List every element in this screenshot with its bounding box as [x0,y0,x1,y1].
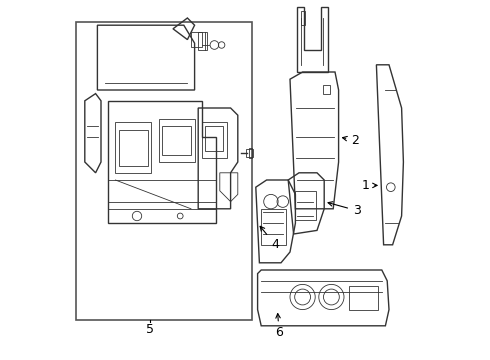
Bar [119,130,148,166]
Text: 2: 2 [343,134,359,147]
Bar [248,148,252,158]
Bar [246,149,253,157]
Text: 1: 1 [361,179,377,192]
Bar [162,126,191,155]
Text: 4: 4 [260,226,279,251]
Bar [261,209,286,245]
Bar [198,32,207,50]
Bar [116,122,151,173]
Bar [202,122,227,158]
Bar [205,126,223,151]
Bar [159,119,195,162]
Text: 5: 5 [146,323,153,336]
Bar [349,286,378,310]
Bar [191,32,202,47]
Bar [294,191,316,220]
Text: 6: 6 [275,314,283,339]
Bar [76,22,252,320]
Text: 3: 3 [328,202,361,217]
Bar [323,85,330,94]
Bar [301,11,305,25]
